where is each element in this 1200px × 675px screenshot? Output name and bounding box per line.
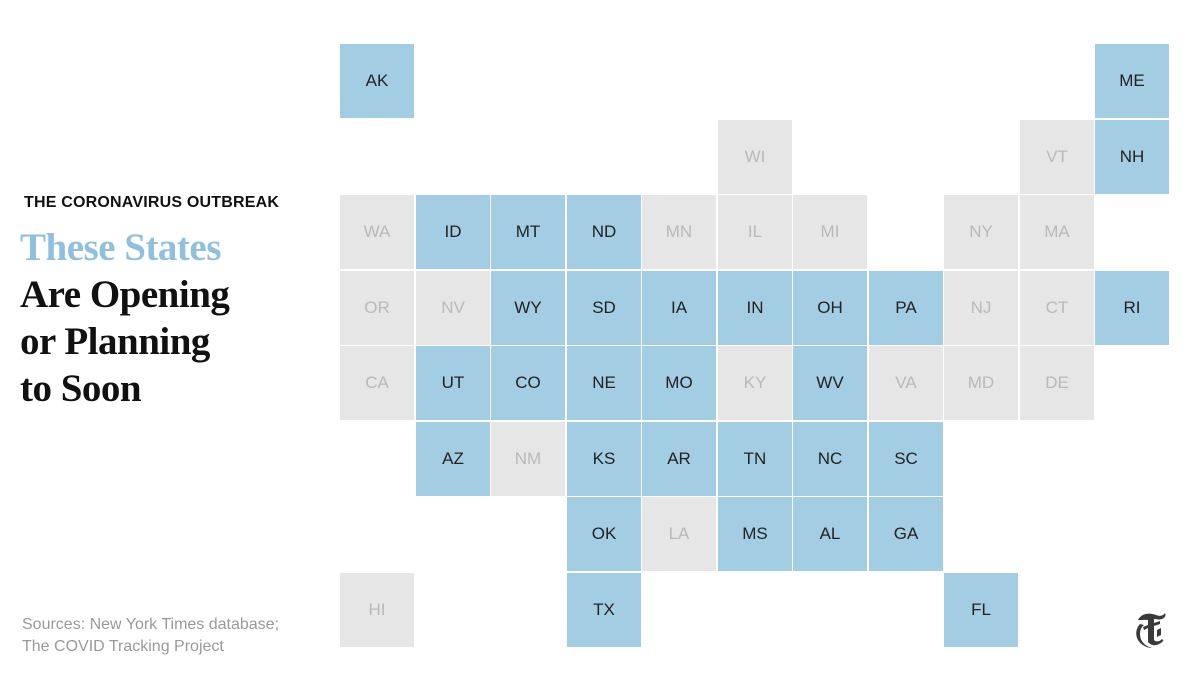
state-tile-nm: NM xyxy=(491,422,565,496)
state-tile-ms: MS xyxy=(718,497,792,571)
state-tile-la: LA xyxy=(642,497,716,571)
state-tile-il: IL xyxy=(718,195,792,269)
state-tile-map: AK ME WI VT NH WA ID MT ND MN IL MI NY MA OR NV WY SD IA IN… xyxy=(340,44,1170,648)
state-tile-pa: PA xyxy=(869,271,943,345)
state-tile-co: CO xyxy=(491,346,565,420)
state-tile-in: IN xyxy=(718,271,792,345)
state-tile-az: AZ xyxy=(416,422,490,496)
state-tile-mi: MI xyxy=(793,195,867,269)
state-tile-or: OR xyxy=(340,271,414,345)
state-tile-wy: WY xyxy=(491,271,565,345)
state-tile-oh: OH xyxy=(793,271,867,345)
state-tile-id: ID xyxy=(416,195,490,269)
state-tile-ct: CT xyxy=(1020,271,1094,345)
nyt-logo-icon xyxy=(1136,613,1166,648)
state-tile-sc: SC xyxy=(869,422,943,496)
state-tile-ky: KY xyxy=(718,346,792,420)
state-tile-ga: GA xyxy=(869,497,943,571)
state-tile-fl: FL xyxy=(944,573,1018,647)
state-tile-me: ME xyxy=(1095,44,1169,118)
state-tile-nv: NV xyxy=(416,271,490,345)
state-tile-nh: NH xyxy=(1095,120,1169,194)
sources-line-1: Sources: New York Times database; xyxy=(22,616,280,633)
state-tile-ri: RI xyxy=(1095,271,1169,345)
headline-line-4: to Soon xyxy=(20,367,142,410)
state-tile-sd: SD xyxy=(567,271,641,345)
state-tile-wa: WA xyxy=(340,195,414,269)
state-tile-wi: WI xyxy=(718,120,792,194)
state-tile-tx: TX xyxy=(567,573,641,647)
state-tile-hi: HI xyxy=(340,573,414,647)
state-tile-mt: MT xyxy=(491,195,565,269)
sources-line-2: The COVID Tracking Project xyxy=(22,638,224,655)
state-tile-nc: NC xyxy=(793,422,867,496)
sources-credit: Sources: New York Times database; The CO… xyxy=(22,614,322,658)
state-tile-de: DE xyxy=(1020,346,1094,420)
headline-line-2: Are Opening xyxy=(20,273,230,316)
state-tile-ne: NE xyxy=(567,346,641,420)
headline: These States Are Opening or Planning to … xyxy=(20,224,320,412)
state-tile-ok: OK xyxy=(567,497,641,571)
state-tile-vt: VT xyxy=(1020,120,1094,194)
state-tile-al: AL xyxy=(793,497,867,571)
state-tile-ia: IA xyxy=(642,271,716,345)
state-tile-nd: ND xyxy=(567,195,641,269)
state-tile-va: VA xyxy=(869,346,943,420)
state-tile-mo: MO xyxy=(642,346,716,420)
state-tile-ny: NY xyxy=(944,195,1018,269)
state-tile-ak: AK xyxy=(340,44,414,118)
state-tile-mn: MN xyxy=(642,195,716,269)
state-tile-ks: KS xyxy=(567,422,641,496)
state-tile-ma: MA xyxy=(1020,195,1094,269)
state-tile-tn: TN xyxy=(718,422,792,496)
state-tile-md: MD xyxy=(944,346,1018,420)
state-tile-ut: UT xyxy=(416,346,490,420)
state-tile-ca: CA xyxy=(340,346,414,420)
kicker: THE CORONAVIRUS OUTBREAK xyxy=(24,194,280,211)
state-tile-nj: NJ xyxy=(944,271,1018,345)
state-tile-ar: AR xyxy=(642,422,716,496)
headline-accent-line: These States xyxy=(20,226,221,269)
state-tile-wv: WV xyxy=(793,346,867,420)
headline-line-3: or Planning xyxy=(20,320,210,363)
